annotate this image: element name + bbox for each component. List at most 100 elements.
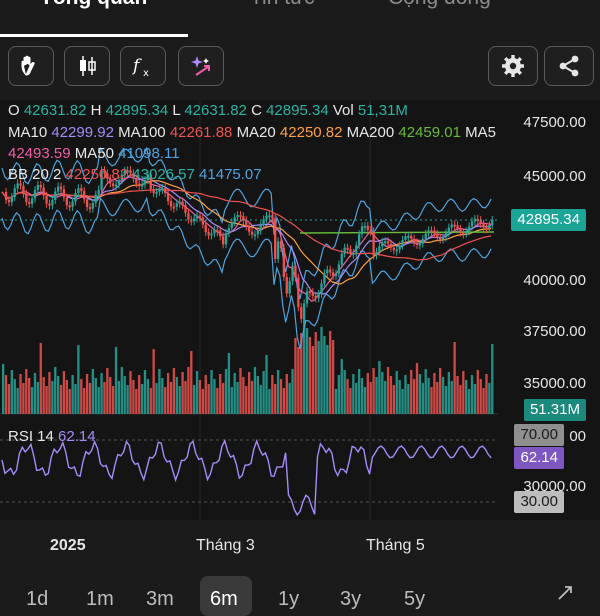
volume-bar (276, 370, 280, 414)
candle-body (276, 241, 280, 259)
volume-bar (288, 383, 291, 414)
candle-body (36, 185, 40, 191)
candle-body (250, 231, 254, 235)
candle-body (366, 225, 369, 230)
hand-tool-button[interactable] (8, 46, 54, 86)
ma50-label: MA50 (74, 145, 114, 162)
volume-bar (213, 379, 216, 414)
x-label-may: Tháng 5 (366, 537, 425, 554)
volume-bar (187, 367, 190, 414)
candle-body (386, 241, 390, 244)
bb-lower-line (1, 196, 492, 349)
volume-bar (51, 381, 54, 414)
chart-plot[interactable] (0, 100, 600, 520)
volume-bar (100, 373, 103, 414)
volume-bar (421, 383, 424, 414)
candle-body (476, 218, 479, 221)
candle-body (363, 225, 367, 228)
candle-body (323, 273, 326, 284)
candle-body (129, 170, 132, 174)
candle-body (45, 195, 48, 204)
candlestick-icon (80, 56, 96, 76)
open-label: O (8, 102, 20, 119)
ma200-line (299, 231, 495, 234)
settings-button[interactable] (488, 46, 538, 86)
rsi-upper-badge: 70.00 (514, 424, 564, 446)
volume-bar (259, 385, 262, 414)
expand-icon[interactable] (556, 584, 574, 602)
tab-community[interactable]: Cộng đồng (388, 0, 491, 10)
candle-body (132, 173, 135, 179)
volume-bar (491, 344, 494, 414)
indicators-button[interactable]: f x (120, 46, 166, 86)
volume-bar (404, 375, 407, 414)
candle-body (233, 217, 236, 223)
candle-body (372, 231, 375, 256)
rsi-lower-badge: 30.00 (514, 491, 564, 513)
volume-bar (372, 368, 375, 414)
volume-label: Vol (332, 102, 354, 119)
rsi-label: RSI 14 (8, 428, 54, 445)
candle-body (326, 269, 329, 274)
volume-bar (224, 369, 228, 414)
volume-bar (279, 379, 283, 414)
volume-bar (473, 384, 477, 414)
volume-bar (219, 374, 222, 414)
candle-body (311, 292, 314, 296)
candle-body (360, 226, 364, 235)
chart-type-button[interactable] (64, 46, 110, 86)
candle-body (424, 233, 427, 240)
high-label: H (90, 102, 102, 119)
volume-bar (412, 379, 416, 414)
volume-bar (146, 379, 150, 414)
volume-bar (198, 380, 202, 414)
volume-bar (164, 387, 167, 414)
volume-bar (450, 381, 453, 414)
candle-body (71, 201, 74, 208)
candle-body (178, 201, 181, 204)
volume-bar (39, 343, 42, 414)
candle-body (10, 196, 13, 203)
tab-news[interactable]: Tin tức (250, 0, 315, 10)
candle-body (285, 276, 288, 294)
candle-body (447, 227, 451, 233)
candle-body (314, 295, 317, 299)
hand-icon (21, 55, 35, 76)
volume-bar (59, 385, 63, 414)
volume-bar (363, 387, 367, 414)
chart-canvas[interactable] (0, 100, 600, 520)
candle-body (106, 173, 109, 179)
candle-body (193, 218, 196, 222)
candle-body (407, 235, 410, 238)
drawing-tools-button[interactable] (178, 46, 224, 86)
volume-bar (334, 389, 338, 414)
volume-bar (427, 378, 430, 414)
volume-bar (62, 371, 66, 414)
candle-body (51, 199, 54, 206)
volume-bar (439, 368, 442, 414)
share-button[interactable] (544, 46, 594, 86)
share-icon (559, 55, 579, 77)
candle-body (357, 234, 361, 246)
volume-bar (305, 328, 309, 414)
candle-body (291, 265, 294, 282)
volume-bar (245, 386, 248, 414)
candle-body (114, 184, 118, 187)
volume-bar (80, 379, 83, 414)
candle-body (100, 170, 103, 190)
volume-bar (329, 331, 332, 414)
candle-body (378, 246, 381, 252)
volume-bar (140, 384, 144, 414)
volume-bar (326, 345, 329, 414)
x-label-2025: 2025 (50, 537, 86, 554)
candle-body (444, 232, 448, 238)
candle-body (248, 226, 251, 232)
tab-overview[interactable]: Tổng quan (40, 0, 147, 10)
volume-bar (56, 376, 60, 414)
volume-bar (152, 349, 155, 414)
volume-bar (123, 376, 126, 414)
candle-body (415, 242, 419, 245)
candle-body (54, 191, 57, 200)
candle-body (401, 240, 404, 246)
volume-bar (459, 385, 462, 414)
